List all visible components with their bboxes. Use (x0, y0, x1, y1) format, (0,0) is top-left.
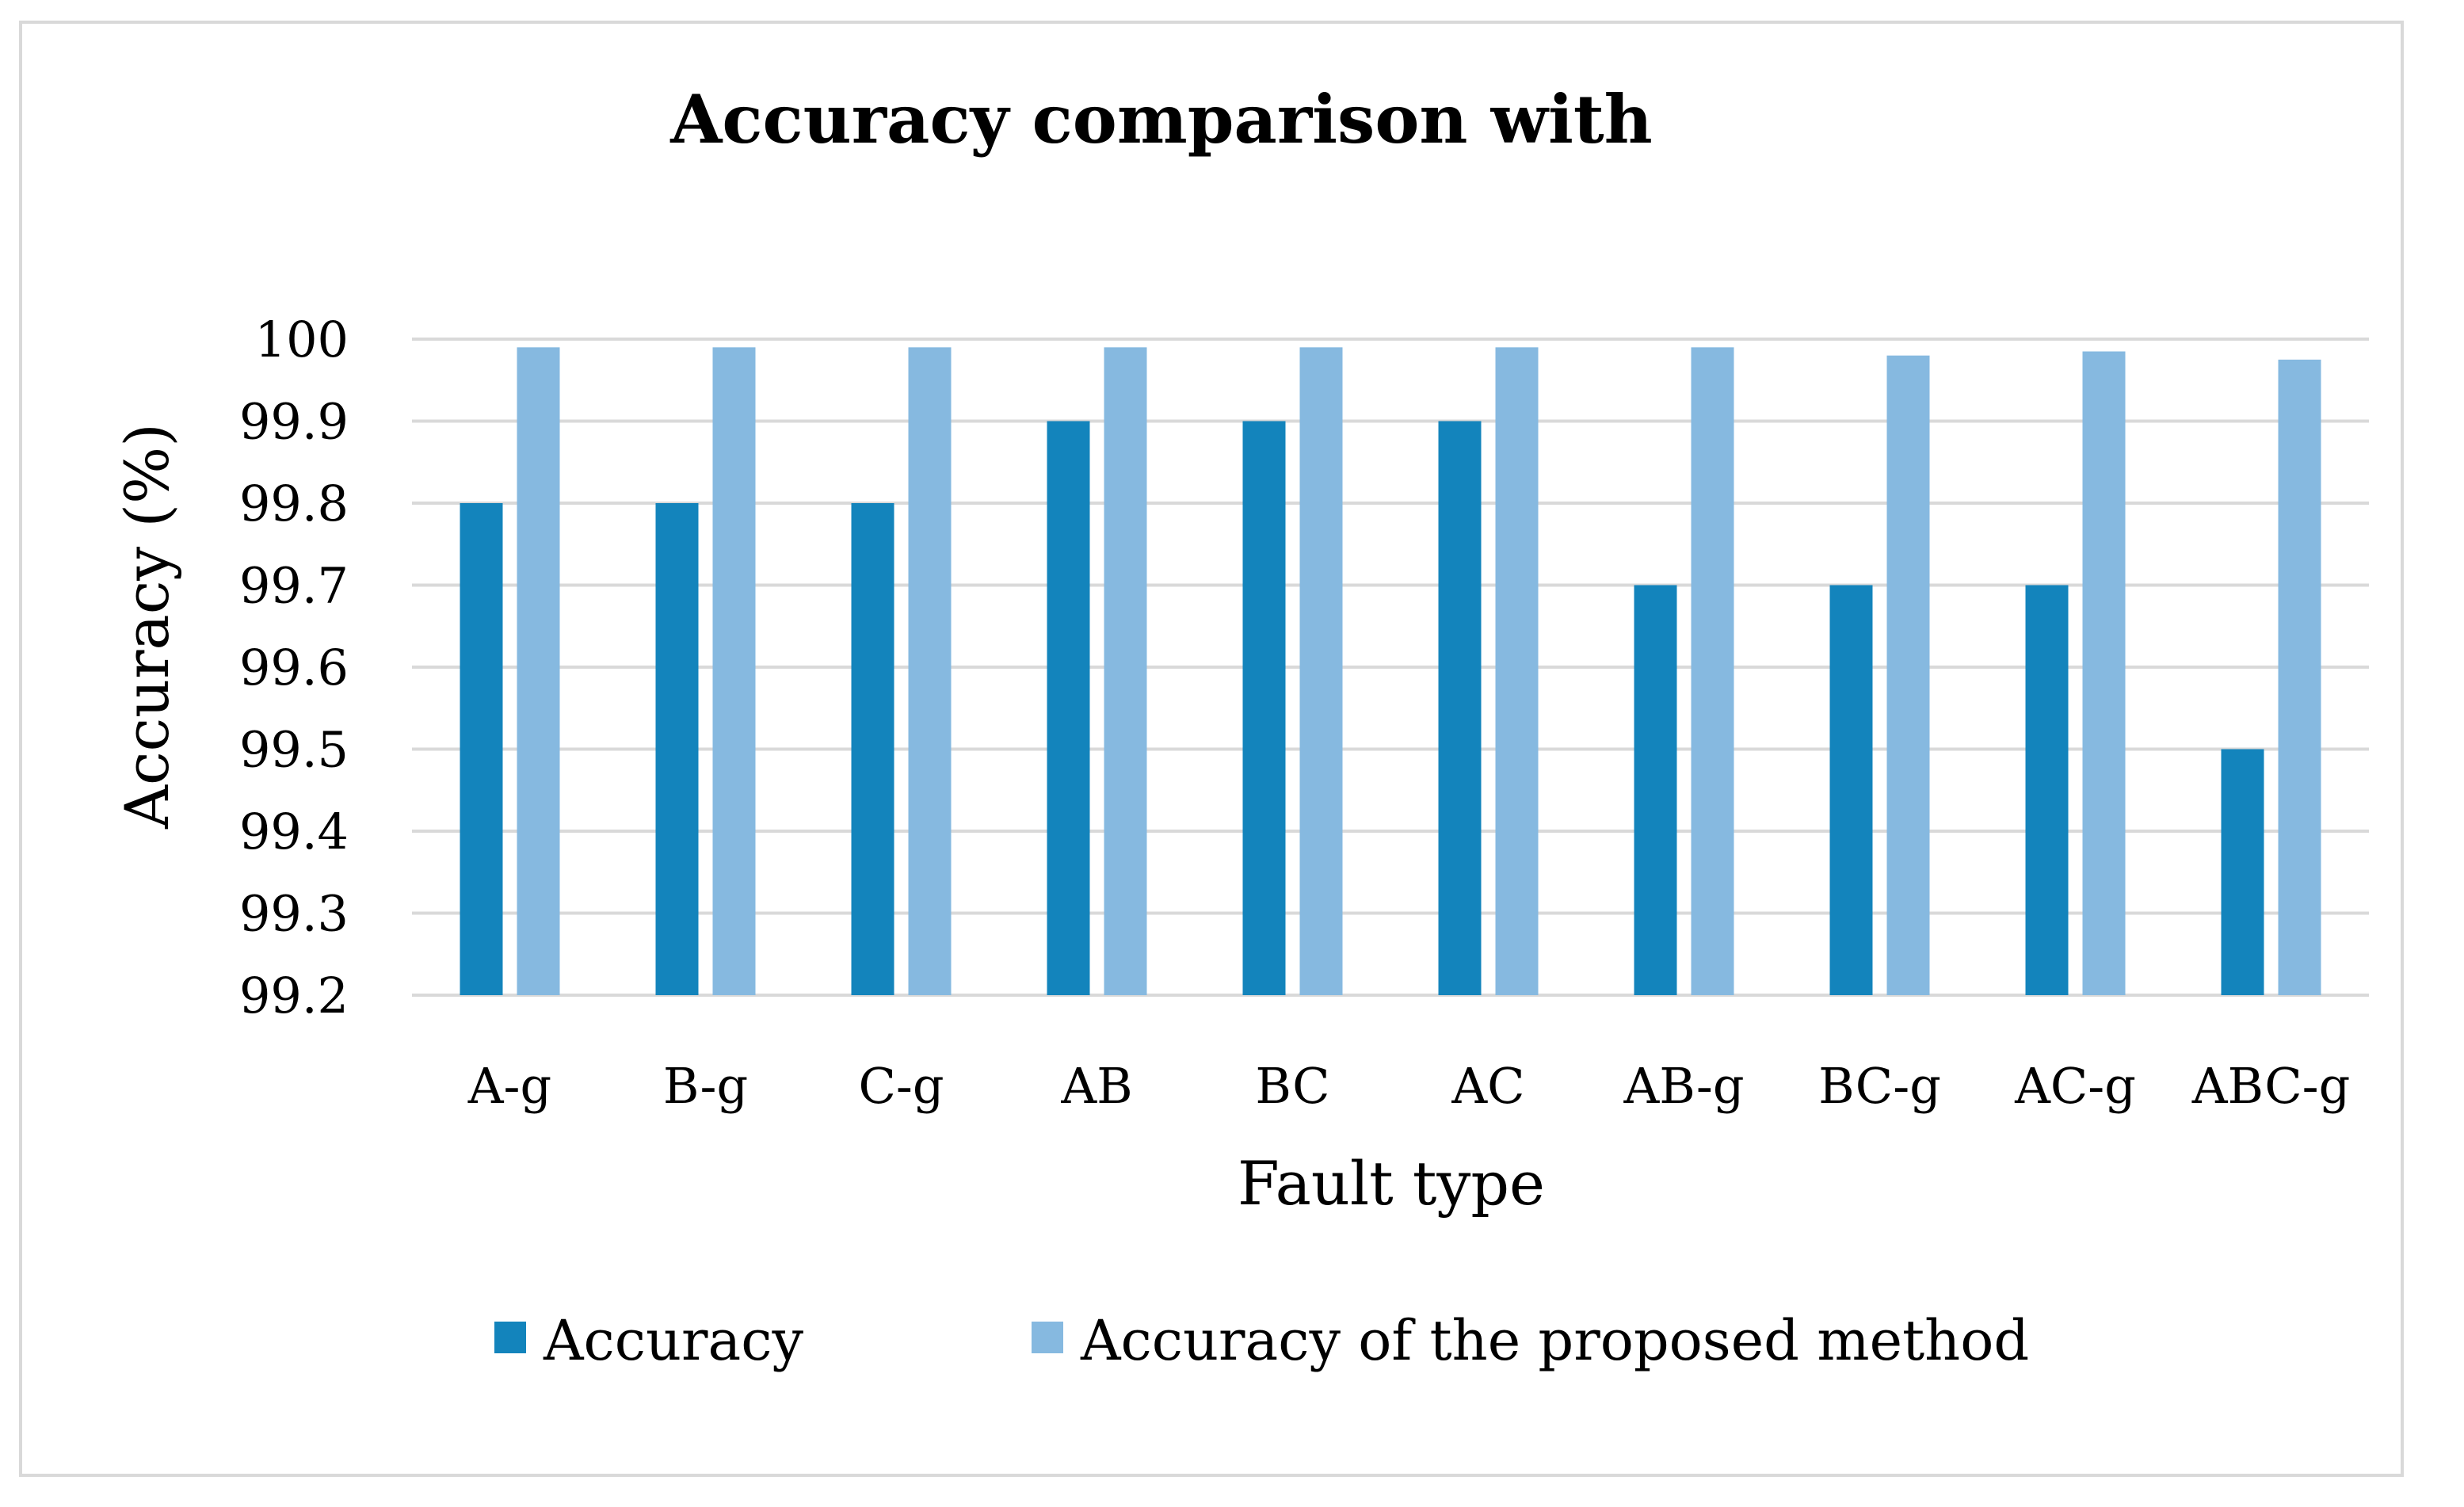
legend-swatch (1032, 1322, 1063, 1353)
x-tick-label: BC (1255, 1057, 1329, 1115)
bar-proposed-BC (1299, 347, 1343, 996)
y-tick-label: 99.3 (239, 885, 349, 943)
y-tick-label: 99.6 (239, 639, 349, 696)
x-tick-label: AC-g (2014, 1057, 2136, 1115)
legend: Accuracy Accuracy of the proposed method (494, 1308, 2029, 1373)
legend-label: Accuracy (543, 1308, 803, 1373)
legend-label: Accuracy of the proposed method (1080, 1308, 2029, 1373)
bar-accuracy-AC-g (2025, 585, 2069, 995)
y-tick-label: 99.5 (239, 721, 349, 779)
bar-accuracy-B-g (655, 503, 699, 995)
x-tick-label: AB (1060, 1057, 1132, 1115)
x-tick-label: AB-g (1623, 1057, 1744, 1115)
y-tick-label: 99.8 (239, 475, 349, 532)
x-axis-title: Fault type (1238, 1148, 1545, 1219)
bar-proposed-ABC-g (2278, 359, 2321, 995)
x-tick-label: AC (1451, 1057, 1524, 1115)
bar-accuracy-AC (1438, 421, 1482, 995)
bar-proposed-AC (1495, 347, 1539, 996)
bar-accuracy-AB (1047, 421, 1090, 995)
y-tick-label: 99.4 (239, 803, 349, 860)
x-tick-label: A-g (467, 1057, 551, 1115)
y-tick-label: 99.7 (239, 557, 349, 615)
y-axis-ticks: 99.2 99.3 99.4 99.5 99.6 99.7 99.8 99.9 100 (239, 311, 349, 1024)
gridlines (412, 338, 2369, 997)
x-tick-label: B-g (663, 1057, 748, 1115)
bar-accuracy-BC-g (1829, 585, 1873, 995)
y-axis-title: Accuracy (%) (112, 423, 182, 830)
bar-proposed-AC-g (2082, 351, 2126, 995)
bar-accuracy-AB-g (1634, 585, 1677, 995)
bar-proposed-AB-g (1691, 347, 1734, 996)
bar-accuracy-ABC-g (2221, 749, 2264, 995)
bar-proposed-B-g (712, 347, 756, 996)
y-tick-label: 99.2 (239, 967, 349, 1024)
bar-accuracy-A-g (460, 503, 503, 995)
x-axis-ticks: A-g B-g C-g AB BC AC AB-g BC-g AC-g ABC-g (467, 1057, 2350, 1115)
x-tick-label: BC-g (1818, 1057, 1941, 1115)
x-tick-label: C-g (858, 1057, 944, 1115)
bar-proposed-A-g (517, 347, 560, 996)
legend-swatch (494, 1322, 526, 1353)
y-tick-label: 99.9 (239, 393, 349, 451)
bar-proposed-AB (1104, 347, 1147, 996)
bar-accuracy-BC (1242, 421, 1286, 995)
bar-proposed-BC-g (1886, 355, 1930, 995)
x-tick-label: ABC-g (2191, 1057, 2351, 1115)
bars (460, 347, 2321, 996)
bar-proposed-C-g (908, 347, 952, 996)
bar-accuracy-C-g (851, 503, 894, 995)
y-tick-label: 100 (255, 311, 349, 368)
chart-title: Accuracy comparison with (669, 80, 1653, 158)
